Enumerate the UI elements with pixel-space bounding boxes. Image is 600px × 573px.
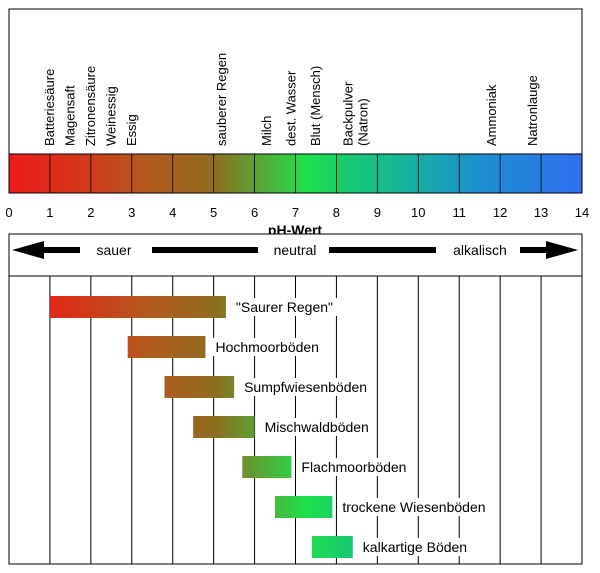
range-label: Mischwaldböden [265, 419, 369, 435]
substance-label: Weinessig [103, 86, 118, 146]
range-label: kalkartige Böden [363, 539, 467, 555]
bottom-panel: "Saurer Regen" Hochmoorböden Sumpfwiesenbö… [8, 275, 583, 565]
range-bar [127, 336, 206, 358]
substance-label: Batteriesäure [42, 69, 57, 146]
range-bars: "Saurer Regen" Hochmoorböden Sumpfwiesenbö… [49, 296, 500, 558]
range-bar [193, 416, 255, 438]
range-bar [164, 376, 235, 398]
x-tick-label: 14 [575, 205, 589, 220]
substance-label: Blut (Mensch) [308, 66, 323, 146]
x-tick-label: 9 [374, 205, 381, 220]
substance-labels: Batteriesäure Magensaft Zitronensäure Weine… [42, 53, 540, 146]
range-label-bg [339, 498, 500, 516]
x-tick-label: 7 [292, 205, 299, 220]
range-bar [275, 496, 333, 518]
scale-line-left [152, 247, 258, 253]
substance-label: Zitronensäure [83, 66, 98, 146]
x-tick-label: 3 [128, 205, 135, 220]
range-label-bg [212, 338, 320, 356]
acid-base-frame [8, 233, 583, 277]
acid-base-row: sauer neutral alkalisch [8, 233, 583, 277]
range-label-bg [261, 418, 376, 436]
x-tick-label: 8 [333, 205, 340, 220]
substance-label: Milch [259, 116, 274, 146]
x-tick-label: 4 [169, 205, 176, 220]
range-label: Flachmoorböden [301, 459, 406, 475]
x-tick-label: 2 [87, 205, 94, 220]
x-tick-label: 10 [411, 205, 425, 220]
x-tick-label: 1 [46, 205, 53, 220]
substance-label: (Natron) [356, 98, 371, 146]
label-sauer: sauer [96, 242, 131, 258]
label-neutral: neutral [274, 242, 317, 258]
x-tick-label: 5 [210, 205, 217, 220]
x-tick-label: 13 [534, 205, 548, 220]
range-label: "Saurer Regen" [236, 299, 333, 315]
substance-label: Magensaft [62, 85, 77, 146]
x-tick-label: 12 [493, 205, 507, 220]
range-label-bg [359, 538, 490, 556]
substance-label: Essig [124, 114, 139, 146]
range-label-bg [298, 458, 413, 476]
scale-line-right [329, 247, 436, 253]
substance-label: Natronlauge [525, 75, 540, 146]
top-panel-frame [8, 8, 583, 155]
right-arrow-icon [520, 241, 578, 259]
left-arrow-icon [12, 241, 80, 259]
x-axis-ticks: 0 1 2 3 4 5 6 7 8 9 10 11 12 13 14 [5, 205, 589, 220]
range-bar [242, 456, 292, 478]
x-tick-label: 11 [452, 205, 466, 220]
range-label: Hochmoorböden [215, 339, 319, 355]
range-label: Sumpfwiesenböden [244, 379, 367, 395]
x-tick-label: 0 [5, 205, 12, 220]
range-label-bg [232, 298, 348, 316]
range-bar [311, 536, 353, 558]
substance-label: sauberer Regen [214, 53, 229, 146]
substance-label: Backpulver [341, 81, 356, 146]
range-label: trockene Wiesenböden [342, 499, 485, 515]
range-label-bg [241, 378, 371, 396]
substance-label: dest. Wasser [283, 70, 298, 146]
top-panel: Batteriesäure Magensaft Zitronensäure Weine… [8, 8, 583, 155]
substance-label: Ammoniak [484, 84, 499, 146]
ph-bar-dividers [49, 154, 542, 193]
label-alkalisch: alkalisch [453, 242, 507, 258]
x-tick-label: 6 [251, 205, 258, 220]
range-bar [49, 296, 226, 318]
